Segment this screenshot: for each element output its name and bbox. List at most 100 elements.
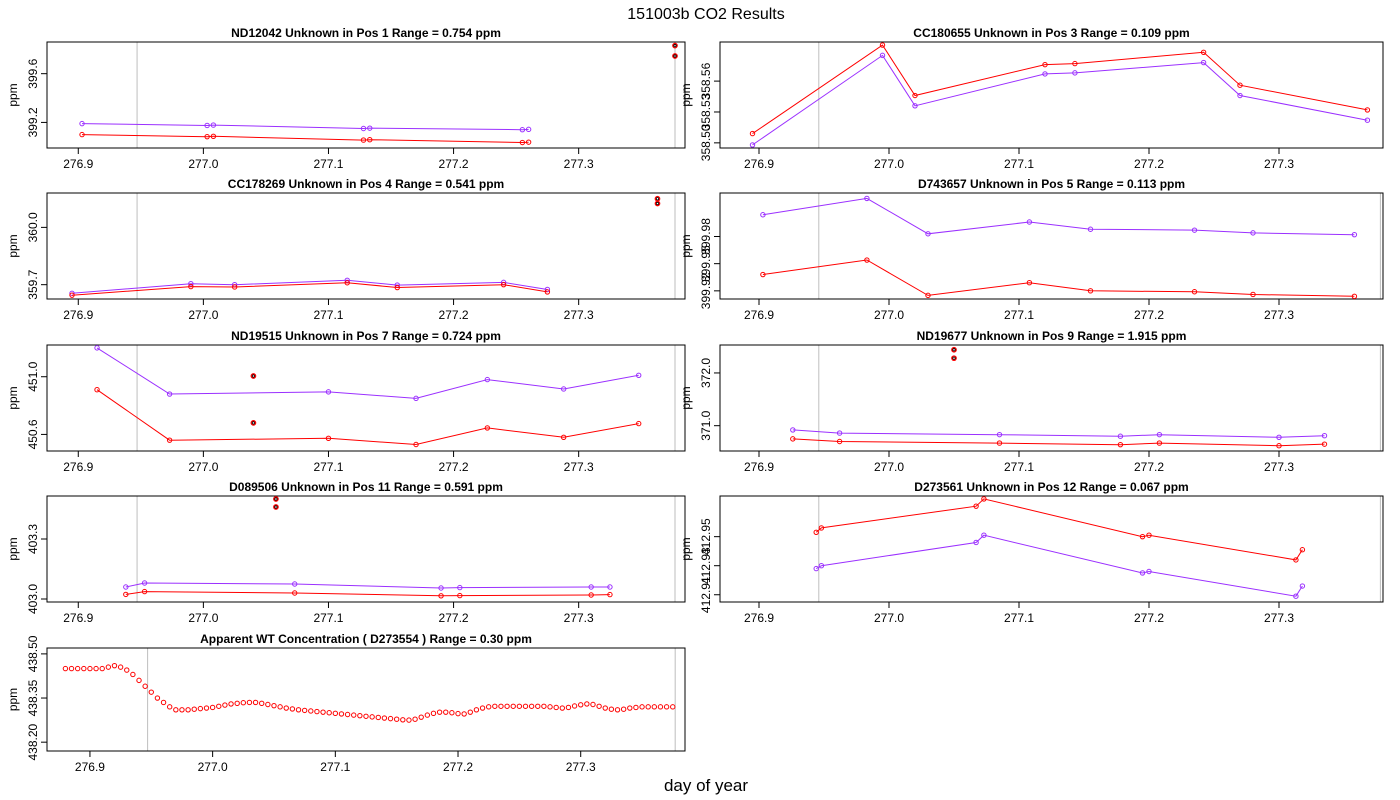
x-tick-label: 277.1 [313,308,343,322]
x-tick-label: 277.1 [313,157,343,171]
reference-data-point [614,707,621,713]
reference-data-point [651,704,658,710]
sample-data-point [123,584,129,590]
sample-series-line [71,279,548,294]
y-tick-label: 358.53 [699,93,713,130]
x-tick-label: 277.0 [874,611,904,625]
sample-data-point [1072,70,1078,76]
reference-data-point [813,529,819,536]
reference-data-point [996,440,1003,446]
reference-data-point [99,665,105,672]
reference-data-point [148,689,154,695]
sample-data-point [1042,71,1048,77]
y-tick-label: 403.0 [26,584,40,614]
chart-panels: ND12042 Unknown in Pos 1 Range = 0.754 p… [6,26,1384,774]
sample-data-point [519,127,526,133]
reference-data-point [117,664,124,670]
x-tick-label: 277.1 [320,760,350,774]
panel-title: D089506 Unknown in Pos 11 Range = 0.591 … [229,480,503,494]
reference-data-point [1191,289,1198,295]
reference-data-point [188,283,194,290]
reference-data-point [381,715,388,721]
reference-data-point [879,42,886,48]
reference-data-point [1072,60,1078,67]
reference-data-point [216,703,222,709]
reference-data-point [357,712,363,719]
reference-data-point [560,434,567,440]
reference-data-point [1250,291,1256,298]
reference-data-point [498,703,504,709]
panel-title: D273561 Unknown in Pos 12 Range = 0.067 … [914,480,1188,494]
x-tick-label: 276.9 [63,460,93,474]
reference-series-line [96,389,639,446]
outlier-point [654,200,661,207]
sample-data-point [291,581,298,587]
panel-title: CC178269 Unknown in Pos 4 Range = 0.541 … [228,177,504,191]
outlier-point-core [251,374,256,378]
reference-data-point [204,133,210,140]
sample-data-point [1250,230,1256,236]
x-tick-label: 277.3 [1264,157,1294,171]
outlier-point-core [251,421,256,425]
sample-data-point [912,103,918,109]
reference-data-point [559,705,566,711]
reference-data-point [1293,557,1299,563]
outlier-point-core [274,505,278,509]
chart-panel: D273561 Unknown in Pos 12 Range = 0.067 … [679,480,1384,625]
y-tick-label: 451.0 [26,361,40,391]
reference-data-point [234,700,240,707]
sample-data-point [484,376,491,383]
x-tick-label: 276.9 [63,611,93,625]
reference-data-point [522,703,529,709]
reference-data-point [981,496,987,502]
y-axis-label: ppm [6,688,20,711]
y-tick-label: 372.0 [699,358,713,388]
reference-series-line [81,134,529,144]
sample-data-point [818,562,825,569]
reference-data-point [142,683,148,689]
x-tick-label: 276.9 [744,157,774,171]
reference-data-point [400,717,406,723]
x-tick-label: 277.3 [1264,308,1294,322]
x-tick-label: 277.0 [198,760,228,774]
reference-data-point [443,709,449,715]
reference-data-point [749,130,756,137]
panel-title: ND12042 Unknown in Pos 1 Range = 0.754 p… [231,26,501,40]
reference-data-point [197,705,204,712]
reference-data-point [571,703,578,709]
reference-data-point [412,716,418,722]
reference-data-point [535,703,541,709]
x-tick-label: 277.2 [1134,157,1164,171]
reference-data-point [81,665,87,672]
x-tick-label: 276.9 [744,611,774,625]
chart-panel: ND19677 Unknown in Pos 9 Range = 1.915 p… [679,329,1384,474]
reference-data-point [544,289,551,295]
reference-data-point [565,704,572,711]
sample-data-point [973,539,979,546]
reference-data-point [1042,61,1048,68]
sample-data-point [457,584,463,591]
outlier-point-core [655,197,660,201]
reference-data-point [602,705,608,711]
reference-data-point [541,703,547,709]
reference-data-point [222,702,228,708]
sample-data-point [1156,431,1163,438]
reference-data-point [283,705,289,711]
outlier-point-core [952,348,956,352]
reference-data-point [413,441,419,448]
reference-data-point [627,705,633,711]
reference-data-point [209,704,216,711]
reference-data-point [277,704,283,710]
panel-title: ND19677 Unknown in Pos 9 Range = 1.915 p… [917,329,1187,343]
x-tick-label: 276.9 [744,308,774,322]
reference-data-point [387,715,394,722]
sample-data-point [525,126,532,133]
reference-data-point [1117,441,1124,448]
outlier-point [250,373,257,379]
x-tick-label: 277.0 [188,611,218,625]
reference-data-point [516,703,523,709]
sample-data-point [1276,434,1282,440]
reference-data-point [596,703,602,709]
sample-data-point [864,195,870,202]
reference-data-point [620,706,627,712]
